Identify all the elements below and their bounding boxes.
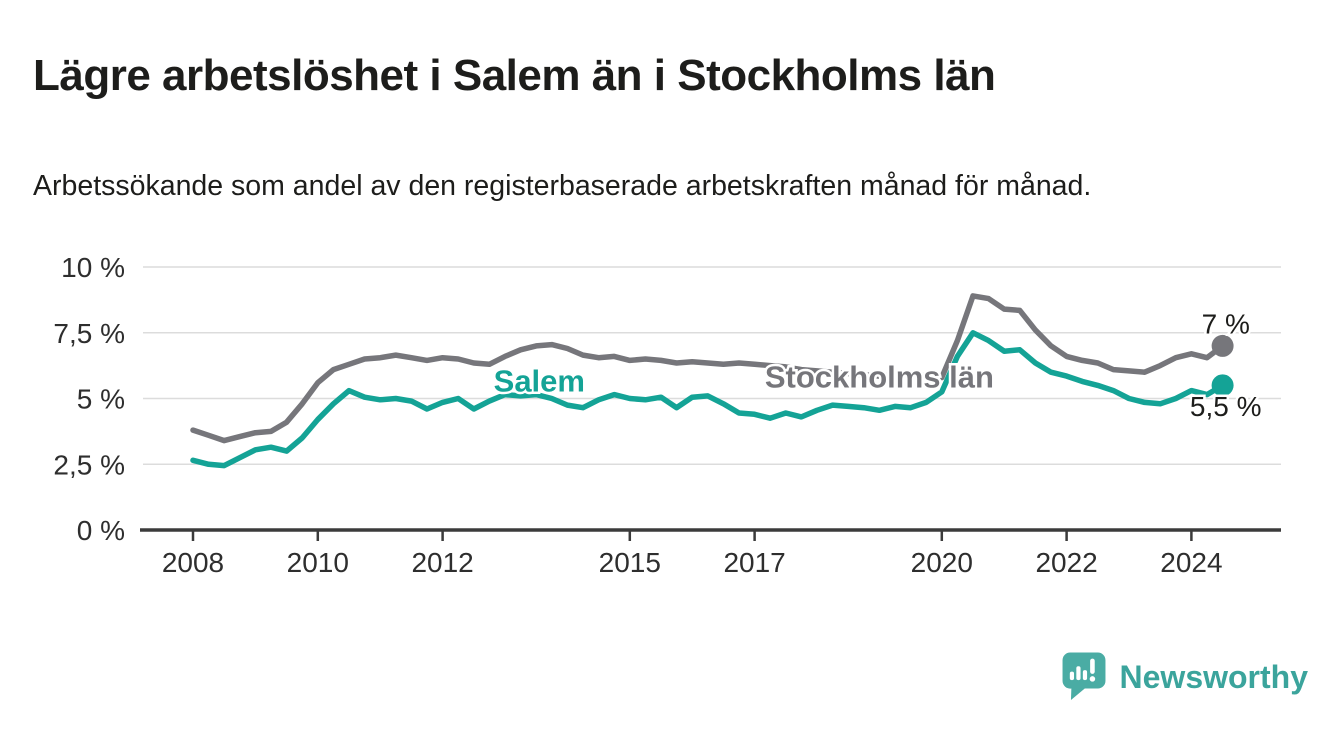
salem-series-label: Salem [494,363,585,398]
chart-subtitle: Arbetssökande som andel av den registerb… [33,169,1092,202]
series-line-salem [190,330,1226,469]
brand-name: Newsworthy [1119,658,1308,695]
page-title: Lägre arbetslöshet i Salem än i Stockhol… [33,51,996,101]
logo-exclamation-dot [1089,676,1095,682]
salem-end-label: 5,5 % [1190,391,1262,422]
logo-bar-medium [1082,670,1087,681]
logo-bar-small [1069,671,1074,681]
y-tick-label: 0 % [77,515,125,546]
stockholm-series-label: Stockholms län [765,359,994,394]
y-tick-label: 5 % [77,384,125,415]
stockholm-end-label: 7 % [1202,309,1250,340]
logo-bar-tall [1075,666,1081,681]
y-tick-label: 10 % [61,252,125,283]
x-tick-label: 2020 [911,547,973,578]
end-dot-salem [1211,374,1234,397]
unemployment-line-chart: 2008 2010 2012 2015 2017 2020 2022 2024 0 % 2,5 %… [53,252,1281,578]
x-tick-label: 2010 [287,547,349,578]
logo-exclamation-bar [1089,658,1095,674]
x-tick-label: 2017 [723,547,785,578]
series-line-stockholms-län [190,293,1226,444]
x-tick-label: 2015 [599,547,661,578]
y-tick-label: 2,5 % [53,449,125,480]
x-tick-label: 2008 [162,547,224,578]
x-tick-label: 2022 [1035,547,1097,578]
end-dot-stockholms-län [1211,334,1234,357]
x-tick-label: 2024 [1160,547,1222,578]
x-tick-label: 2012 [411,547,473,578]
newsworthy-brand: Newsworthy [1061,650,1308,704]
y-tick-label: 7,5 % [53,318,125,349]
newsworthy-logo-icon [1062,652,1105,700]
